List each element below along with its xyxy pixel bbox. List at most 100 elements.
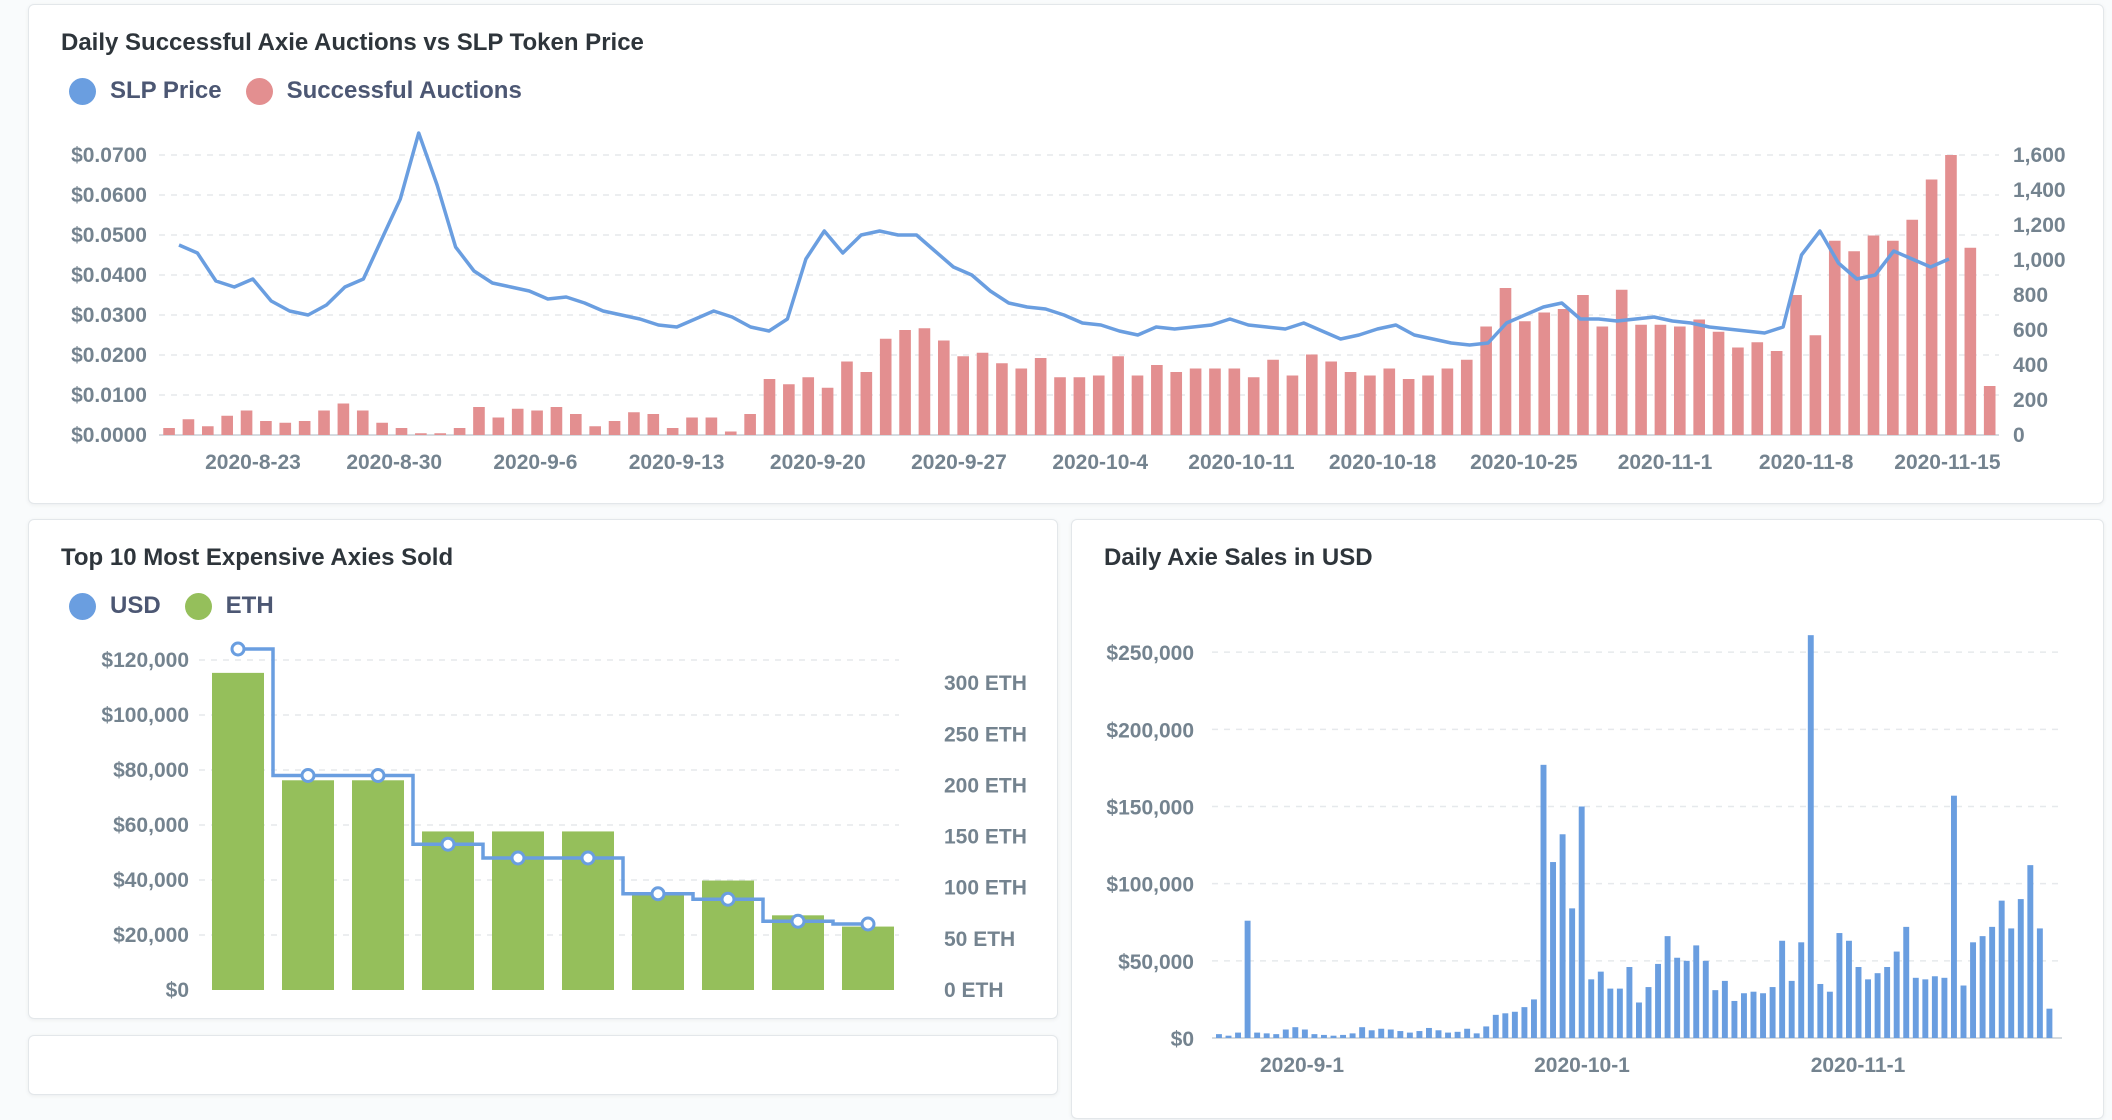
left-axis-tick-label: $0.0200: [71, 344, 147, 367]
auctions-chart: $0.0000 $0.0100 $0.0200 $0.0300 $0.0400 $0.05…: [71, 131, 2066, 474]
daily-sales-bar: [1741, 993, 1747, 1038]
right-axis-tick-label: 1,400: [2013, 179, 2066, 202]
daily-sales-bar: [2046, 1008, 2053, 1038]
daily-sales-bar: [1607, 988, 1614, 1038]
auction-bar: [1189, 368, 1202, 435]
daily-sales-bar: [1931, 976, 1938, 1038]
usd-point: [510, 850, 526, 866]
daily-sales-bar: [1712, 990, 1719, 1038]
auction-bar: [182, 419, 195, 435]
auction-bar: [1596, 326, 1609, 435]
usd-point: [300, 768, 316, 783]
auction-bar: [1131, 375, 1144, 435]
auction-bar: [1170, 372, 1183, 435]
left-axis-tick-label: $100,000: [1106, 874, 1194, 897]
right-axis-tick-label: 400: [2013, 354, 2048, 377]
legend-item-usd[interactable]: USD: [69, 592, 161, 620]
auction-bar: [1577, 295, 1589, 435]
legend-item-slp-price[interactable]: SLP Price: [69, 77, 222, 105]
usd-point: [230, 641, 246, 657]
auction-bar: [415, 433, 427, 435]
daily-sales-card: Daily Axie Sales in USD $0 $50,000 $100,00…: [1071, 519, 2104, 1119]
left-axis-tick-label: $40,000: [113, 869, 189, 892]
usd-point: [580, 850, 596, 866]
legend-item-successful-auctions[interactable]: Successful Auctions: [245, 77, 522, 105]
auction-bar: [318, 410, 330, 435]
auction-bar: [1538, 312, 1551, 435]
daily-sales-bar: [1216, 1034, 1222, 1038]
auction-bar: [434, 433, 447, 435]
auction-bar: [201, 426, 214, 435]
auction-bar: [1402, 379, 1415, 435]
daily-sales-bar: [1273, 1034, 1280, 1038]
daily-sales-bar: [2036, 928, 2043, 1038]
daily-sales-bar: [1244, 920, 1251, 1038]
card-title[interactable]: Daily Successful Axie Auctions vs SLP To…: [61, 29, 644, 56]
daily-sales-bar: [1702, 960, 1709, 1038]
x-axis-tick-label: 2020-11-1: [1811, 1054, 1906, 1077]
x-axis-tick-label: 2020-9-1: [1260, 1054, 1344, 1077]
auction-bar: [860, 372, 873, 435]
daily-sales-bar: [1636, 1002, 1642, 1038]
daily-sales-bar: [1826, 991, 1833, 1038]
x-axis-tick-label: 2020-9-6: [493, 451, 577, 474]
left-axis-tick-label: $0: [166, 979, 189, 1002]
auction-bar: [1887, 240, 1899, 435]
auction-bar: [879, 338, 892, 435]
right-axis-tick-label: 100 ETH: [944, 877, 1027, 900]
right-axis-tick-label: 200: [2013, 389, 2048, 412]
slp-price-line: [178, 131, 1950, 347]
right-axis-tick-label: 300 ETH: [944, 672, 1027, 695]
left-axis-tick-label: $0: [1171, 1028, 1194, 1051]
daily-sales-bar: [1540, 764, 1547, 1038]
x-axis-tick-label: 2020-11-15: [1894, 451, 2001, 474]
auction-bar: [279, 422, 292, 435]
left-axis-tick-label: $250,000: [1106, 642, 1194, 665]
card-title[interactable]: Daily Axie Sales in USD: [1104, 544, 1373, 571]
daily-sales-bar: [1970, 942, 1977, 1038]
daily-sales-bar: [1616, 988, 1623, 1038]
daily-sales-bar: [1960, 985, 1967, 1038]
card-title[interactable]: Top 10 Most Expensive Axies Sold: [61, 544, 454, 571]
daily-sales-bar: [1378, 1028, 1385, 1038]
daily-sales-bar: [1387, 1029, 1394, 1038]
daily-sales-bar: [1941, 977, 1948, 1038]
auction-bar: [298, 421, 311, 435]
auction-bar: [1441, 368, 1454, 435]
auction-bar: [608, 421, 621, 435]
eth-bar: [632, 894, 684, 990]
daily-sales-bar: [1406, 1032, 1413, 1038]
auction-bar: [221, 415, 233, 435]
auction-bar: [899, 330, 911, 435]
right-axis-tick-label: 0: [2013, 424, 2025, 447]
left-axis-tick-label: $0.0600: [71, 184, 147, 207]
daily-sales-bar: [1301, 1029, 1308, 1038]
daily-sales-bar: [1846, 940, 1852, 1038]
left-axis-tick-label: $20,000: [113, 924, 189, 947]
auction-bar: [1112, 356, 1124, 435]
auction-bar: [1867, 235, 1880, 435]
auction-bar: [1654, 324, 1667, 435]
left-axis-tick-label: $100,000: [101, 704, 189, 727]
auction-bar: [976, 352, 989, 435]
eth-bar: [422, 831, 474, 990]
auction-bar: [1151, 365, 1163, 435]
auction-bar: [1732, 347, 1744, 435]
daily-sales-bar: [1664, 936, 1671, 1038]
legend-item-eth[interactable]: ETH: [184, 592, 274, 620]
auction-bar: [1228, 368, 1241, 435]
daily-sales-chart: $0 $50,000 $100,000 $150,000 $200,000 $250,00…: [1106, 635, 2062, 1077]
legend-dot: [245, 77, 273, 105]
auction-bar: [1673, 326, 1686, 435]
auction-bar: [531, 410, 543, 435]
auction-bar: [453, 428, 466, 435]
eth-bar: [842, 926, 894, 990]
usd-point: [650, 886, 666, 902]
daily-sales-bar: [1865, 979, 1872, 1038]
daily-sales-bar: [1903, 926, 1910, 1038]
auction-bar: [356, 410, 369, 435]
auction-bar: [1364, 375, 1376, 435]
daily-sales-bar: [1807, 635, 1814, 1038]
x-axis-tick-label: 2020-11-8: [1759, 451, 1854, 474]
auction-bar: [1945, 155, 1957, 435]
